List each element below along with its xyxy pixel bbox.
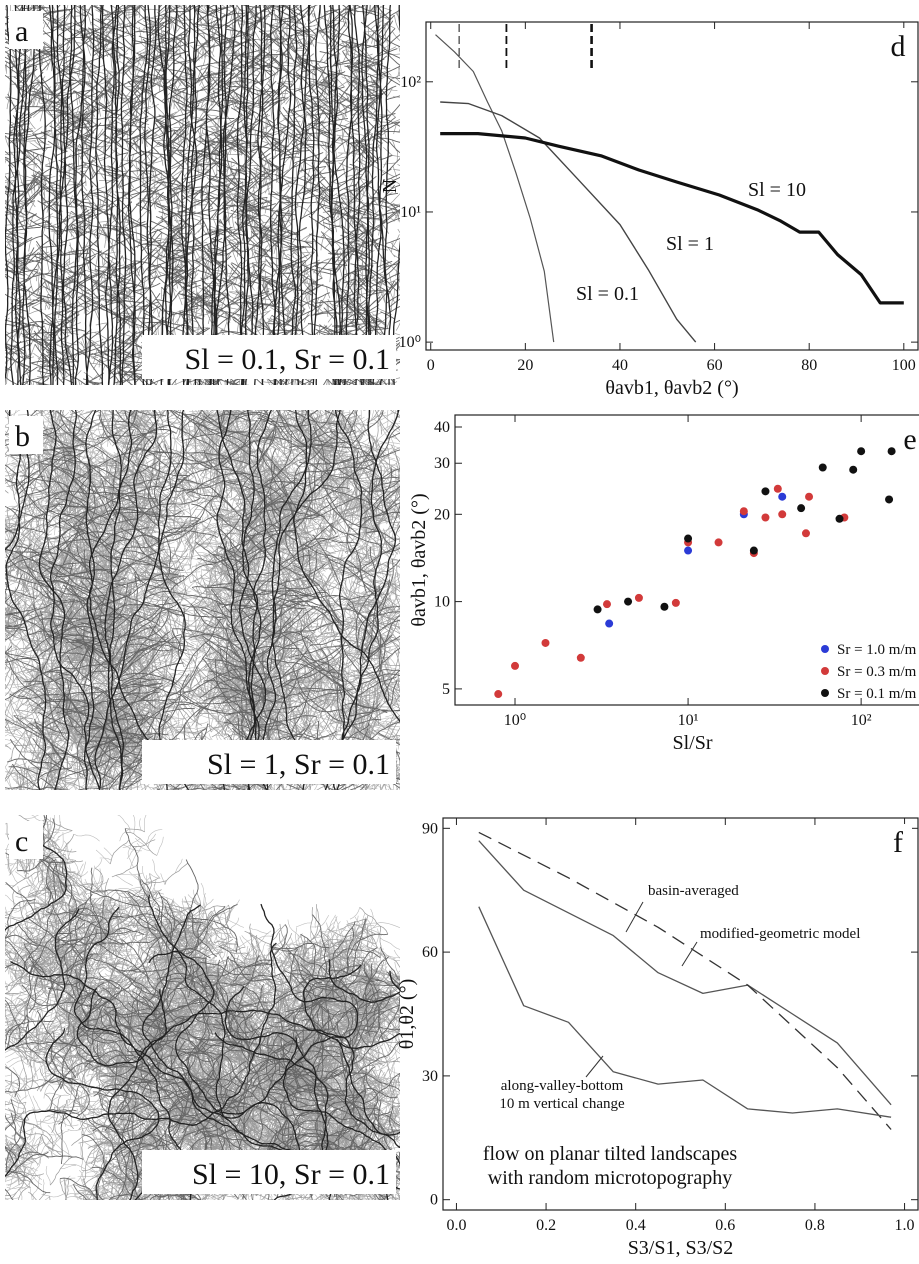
panel-label: f (893, 826, 903, 859)
point (885, 495, 893, 503)
x-tick-label: 0.4 (626, 1217, 646, 1234)
x-tick-label: 40 (612, 357, 628, 374)
x-tick-label: 10⁰ (504, 712, 526, 729)
annotation: flow on planar tilted landscapes (483, 1143, 738, 1165)
chart: 0.0 0.2 0.4 0.6 0.8 1.0 0 30 60 90 basin-averaged m… (396, 818, 918, 1259)
y-tick-label: 60 (422, 944, 438, 961)
point (778, 510, 786, 518)
caption: Sl = 1, Sr = 0.1 (207, 748, 390, 781)
x-tick-label: 0.8 (805, 1217, 825, 1234)
image-panels: a Sl = 0.1, Sr = 0.1 b Sl = 1, Sr = 0.1 c Sl … (0, 0, 424, 1224)
point (660, 603, 668, 611)
point (750, 547, 758, 555)
x-tick-label: 60 (707, 357, 723, 374)
series-label: basin-averaged (648, 883, 739, 899)
x-tick-label: 0.2 (536, 1217, 556, 1234)
y-tick-label: 5 (442, 681, 450, 698)
point (761, 487, 769, 495)
caption: Sl = 0.1, Sr = 0.1 (184, 343, 390, 376)
point (888, 447, 896, 455)
x-tick-label: 80 (801, 357, 817, 374)
point (836, 515, 844, 523)
y-tick-label: 0 (430, 1192, 438, 1209)
point (684, 535, 692, 543)
point (594, 605, 602, 613)
point (802, 529, 810, 537)
point (740, 507, 748, 515)
panel-label: b (15, 420, 30, 453)
y-tick-label: 20 (434, 506, 450, 523)
y-tick-label: 90 (422, 820, 438, 837)
point (774, 485, 782, 493)
point (684, 547, 692, 555)
legend-marker (821, 667, 829, 675)
y-tick-label: 30 (434, 455, 450, 472)
plot-frame (426, 22, 918, 350)
point (805, 493, 813, 501)
point (778, 493, 786, 501)
x-tick-label: 0.6 (715, 1217, 735, 1234)
point (797, 504, 805, 512)
point (605, 620, 613, 628)
x-tick-label: 10¹ (678, 712, 699, 729)
chart: 0 20 40 60 80 100 10⁰ 10¹ 10² Sl = 0.1 Sl = 1 Sl = … (379, 22, 918, 399)
caption: Sl = 10, Sr = 0.1 (192, 1158, 390, 1191)
point (849, 466, 857, 474)
point (672, 599, 680, 607)
series-label: Sl = 0.1 (576, 283, 639, 305)
point (761, 513, 769, 521)
x-axis-label: S3/S1, S3/S2 (628, 1237, 734, 1259)
x-tick-label: 100 (892, 357, 916, 374)
y-tick-label: 10⁰ (399, 334, 421, 351)
y-tick-label: 10 (434, 594, 450, 611)
x-tick-label: 0 (427, 357, 435, 374)
panel-label: c (15, 825, 28, 858)
point (715, 538, 723, 546)
point (819, 464, 827, 472)
y-axis-label: N (379, 179, 401, 193)
y-axis-label: θavb1, θavb2 (°) (408, 493, 430, 626)
x-tick-label: 1.0 (895, 1217, 915, 1234)
x-tick-label: 10² (851, 712, 872, 729)
plot-frame (455, 415, 919, 705)
point (603, 600, 611, 608)
x-tick-label: 20 (517, 357, 533, 374)
legend-label: Sr = 1.0 m/m (837, 642, 917, 658)
y-tick-label: 30 (422, 1068, 438, 1085)
y-tick-label: 10² (400, 74, 421, 91)
point (494, 690, 502, 698)
annotation: with random microtopography (488, 1167, 732, 1189)
y-tick-label: 10¹ (400, 204, 421, 221)
x-axis-label: Sl/Sr (672, 732, 712, 754)
point (635, 594, 643, 602)
y-axis-label: θ1,θ2 (°) (396, 979, 418, 1049)
point (541, 639, 549, 647)
point (577, 654, 585, 662)
point (511, 662, 519, 670)
series-label: Sl = 10 (748, 179, 806, 201)
legend-marker (821, 645, 829, 653)
point (624, 598, 632, 606)
series-label: along-valley-bottom (501, 1078, 624, 1094)
legend-marker (821, 689, 829, 697)
chart: 10⁰ 10¹ 10² 5 10 20 30 40 Sr = 1.0 m/m Sr = 0.3 m… (408, 415, 919, 754)
legend-label: Sr = 0.3 m/m (837, 664, 917, 680)
panel-label: a (15, 15, 28, 48)
annotation: 10 m vertical change (499, 1096, 625, 1112)
x-tick-label: 0.0 (446, 1217, 466, 1234)
point (857, 447, 865, 455)
series-label: modified-geometric model (700, 926, 860, 942)
panel-label: d (891, 30, 906, 63)
y-tick-label: 40 (434, 419, 450, 436)
series-label: Sl = 1 (666, 233, 714, 255)
legend-label: Sr = 0.1 m/m (837, 686, 917, 702)
panel-label: e (903, 423, 916, 456)
x-axis-label: θavb1, θavb2 (°) (605, 377, 738, 399)
